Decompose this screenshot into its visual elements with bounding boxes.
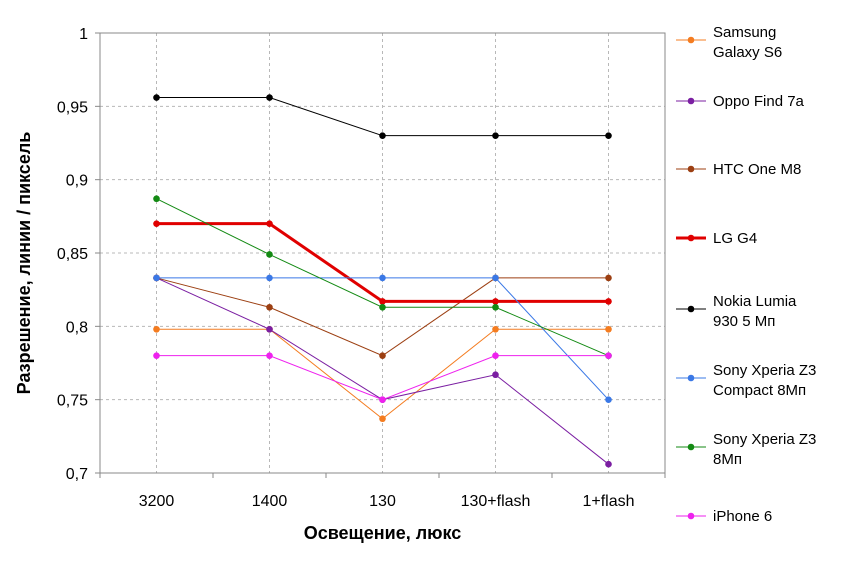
legend-item: Nokia Lumia 930 5 Мп	[676, 293, 797, 330]
data-point	[266, 303, 273, 311]
data-point	[266, 352, 273, 359]
y-tick-label: 0,85	[57, 246, 88, 263]
legend-label: LG G4	[713, 230, 757, 247]
legend-swatch-marker	[687, 234, 695, 242]
y-tick-label: 0,75	[57, 393, 88, 410]
y-tick-label: 0,95	[57, 99, 88, 116]
data-point	[266, 251, 273, 258]
x-axis-title: Освещение, люкс	[304, 523, 462, 543]
legend-item: LG G4	[676, 230, 757, 247]
x-axis-ticks: 3200 1400 130 130+flash 1+flash	[99, 473, 666, 510]
x-tick-label: 3200	[139, 493, 175, 510]
y-tick-label: 0,7	[66, 466, 88, 483]
legend-swatch-marker	[687, 165, 695, 173]
data-point	[492, 298, 499, 305]
data-point	[605, 298, 612, 305]
y-tick-label: 1	[79, 26, 88, 43]
data-point	[153, 325, 160, 333]
legend: Samsung Galaxy S6 Oppo Find 7a HTC One M8 LG…	[676, 24, 816, 525]
legend-item: Oppo Find 7a	[676, 93, 805, 110]
x-tick-label: 130	[369, 493, 396, 510]
legend-label: iPhone 6	[713, 508, 772, 525]
x-tick-label: 1400	[252, 493, 288, 510]
legend-label: Galaxy S6	[713, 44, 782, 61]
data-point	[153, 195, 160, 203]
data-point	[605, 352, 612, 359]
legend-swatch-marker	[687, 512, 695, 520]
data-point	[153, 352, 160, 359]
legend-label: Sony Xperia Z3	[713, 431, 816, 448]
legend-swatch-marker	[687, 374, 695, 382]
legend-swatch-marker	[687, 305, 695, 313]
legend-item: Sony Xperia Z3 Compact 8Мп	[676, 362, 816, 399]
data-point	[266, 220, 273, 227]
data-point	[266, 274, 273, 282]
grid-lines	[100, 32, 665, 474]
data-point	[492, 325, 499, 333]
series-lg-g4	[153, 220, 612, 305]
x-tick-label: 130+flash	[461, 493, 531, 510]
data-point	[153, 220, 160, 227]
data-point	[605, 325, 612, 333]
legend-swatch-marker	[687, 36, 695, 44]
data-point	[605, 274, 612, 282]
legend-item: Sony Xperia Z3 8Мп	[676, 431, 816, 468]
data-point	[379, 298, 386, 305]
data-point	[379, 132, 386, 139]
y-tick-label: 0,9	[66, 173, 88, 190]
x-tick-label: 1+flash	[582, 493, 634, 510]
data-point	[266, 94, 273, 101]
data-point	[153, 274, 160, 282]
legend-label: Sony Xperia Z3	[713, 362, 816, 379]
legend-swatch-marker	[687, 443, 695, 451]
legend-item: iPhone 6	[676, 508, 772, 525]
data-point	[492, 303, 499, 311]
data-point	[379, 396, 386, 403]
legend-swatch-marker	[687, 97, 695, 105]
data-point	[605, 132, 612, 139]
data-point	[492, 352, 499, 359]
legend-item: HTC One M8	[676, 161, 801, 178]
data-point	[153, 94, 160, 101]
legend-label: Samsung	[713, 24, 776, 41]
legend-item: Samsung Galaxy S6	[676, 24, 782, 61]
data-point	[492, 274, 499, 282]
series-group	[153, 94, 612, 468]
y-axis-title: Разрешение, линии / пиксель	[14, 132, 34, 395]
series-nokia-lumia-930-5-	[153, 94, 612, 139]
legend-label: HTC One M8	[713, 161, 801, 178]
data-point	[379, 303, 386, 311]
series-sony-xperia-z3-compact-8-	[153, 274, 612, 403]
data-point	[266, 325, 273, 333]
y-axis-ticks: 0,7 0,75 0,8 0,85 0,9 0,95 1	[57, 26, 100, 483]
data-point	[492, 371, 499, 379]
legend-label: Nokia Lumia	[713, 293, 797, 310]
series-iphone-6	[153, 352, 612, 403]
data-point	[379, 415, 386, 423]
legend-label: Oppo Find 7a	[713, 93, 805, 110]
legend-label: 930 5 Мп	[713, 313, 775, 330]
y-tick-label: 0,8	[66, 319, 88, 336]
data-point	[605, 460, 612, 468]
data-point	[492, 132, 499, 139]
legend-label: Compact 8Мп	[713, 382, 806, 399]
data-point	[379, 352, 386, 359]
data-point	[605, 396, 612, 403]
legend-label: 8Мп	[713, 451, 742, 468]
data-point	[379, 274, 386, 282]
